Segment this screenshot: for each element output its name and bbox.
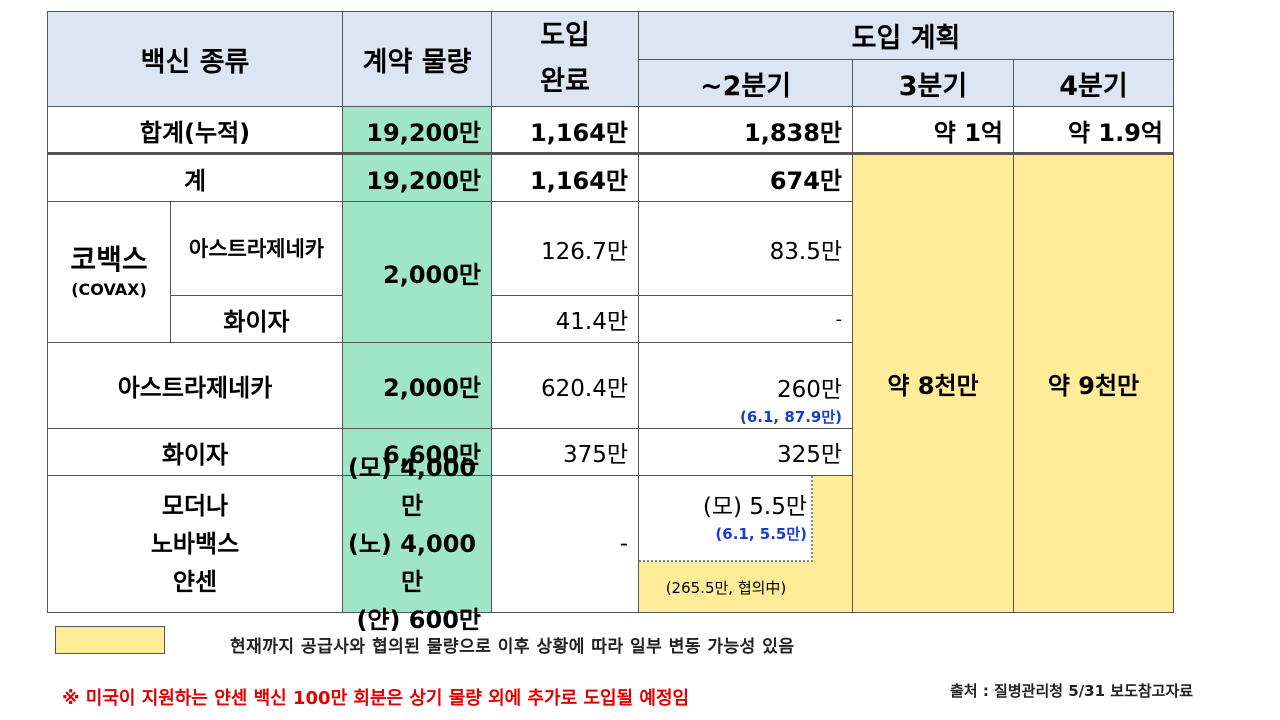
legend-swatch (55, 626, 165, 654)
header-intro-done: 도입 완료 (491, 11, 639, 107)
sum-q2: 674만 (638, 154, 853, 202)
etc-q2-confirmed: (모) 5.5만 (6.1, 5.5만) (639, 476, 813, 562)
az-contract: 2,000만 (342, 342, 492, 429)
pfizer-done: 375만 (491, 428, 639, 476)
etc-q2: (모) 5.5만 (6.1, 5.5만) (265.5만, 협의中) (638, 475, 853, 613)
section-divider (47, 152, 1174, 155)
footnote: ※ 미국이 지원하는 얀센 백신 100만 회분은 상기 물량 외에 추가로 도… (62, 688, 690, 709)
pfizer-contract: 6,600만 (342, 428, 492, 476)
header-vaccine-type: 백신 종류 (47, 11, 343, 107)
az-q2-note: (6.1, 87.9만) (739, 408, 842, 426)
covax-az-q2: 83.5만 (638, 201, 853, 296)
covax-label: 코백스 (COVAX) (47, 201, 171, 343)
covax-az-done: 126.7만 (491, 201, 639, 296)
covax-contract: 2,000만 (342, 201, 492, 343)
header-intro-plan: 도입 계획 (638, 11, 1174, 60)
sum-contract: 19,200만 (342, 154, 492, 202)
covax-az-label: 아스트라제네카 (170, 201, 343, 296)
source-text: 출처 : 질병관리청 5/31 보도참고자료 (950, 682, 1194, 700)
etc-q2-pending: (265.5만, 협의中) (665, 578, 787, 597)
covax-pfizer-label: 화이자 (170, 295, 343, 343)
q3-planned-merged: 약 8천만 (852, 154, 1014, 613)
sum-label: 계 (47, 154, 343, 202)
az-done: 620.4만 (491, 342, 639, 429)
total-q3: 약 1억 (852, 106, 1014, 154)
total-done: 1,164만 (491, 106, 639, 154)
covax-pfizer-done: 41.4만 (491, 295, 639, 343)
legend-text: 현재까지 공급사와 협의된 물량으로 이후 상황에 따라 일부 변동 가능성 있… (230, 637, 795, 657)
az-label: 아스트라제네카 (47, 342, 343, 429)
header-q4: 4분기 (1013, 59, 1174, 107)
q4-planned-merged: 약 9천만 (1013, 154, 1174, 613)
header-contract-qty: 계약 물량 (342, 11, 492, 107)
total-q2: 1,838만 (638, 106, 853, 154)
etc-q2-note: (6.1, 5.5만) (715, 525, 807, 543)
total-label: 합계(누적) (47, 106, 343, 154)
header-q2: ~2분기 (638, 59, 853, 107)
sum-done: 1,164만 (491, 154, 639, 202)
total-q4: 약 1.9억 (1013, 106, 1174, 154)
covax-pfizer-q2: - (638, 295, 853, 343)
etc-contract: (모) 4,000만 (노) 4,000만 (얀) 600만 (342, 454, 492, 634)
header-q3: 3분기 (852, 59, 1014, 107)
pfizer-q2: 325만 (638, 428, 853, 476)
pfizer-label: 화이자 (47, 428, 343, 476)
az-q2: 260만 (6.1, 87.9만) (638, 342, 853, 429)
total-contract: 19,200만 (342, 106, 492, 154)
etc-label: 모더나 노바백스 얀센 (47, 475, 343, 613)
etc-done: - (491, 475, 639, 613)
